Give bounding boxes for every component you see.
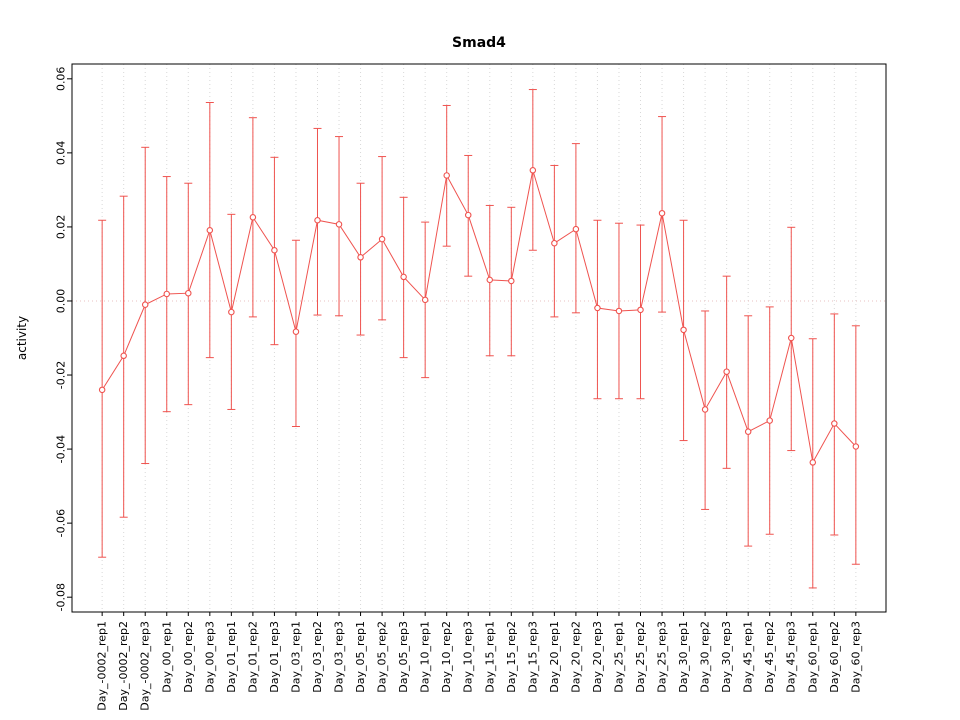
svg-text:Day_10_rep1: Day_10_rep1 xyxy=(419,621,432,693)
svg-text:Day_00_rep2: Day_00_rep2 xyxy=(182,621,195,693)
svg-text:Day_05_rep1: Day_05_rep1 xyxy=(354,621,367,693)
svg-text:Day_25_rep3: Day_25_rep3 xyxy=(656,621,669,693)
svg-text:Day_15_rep2: Day_15_rep2 xyxy=(505,621,518,693)
svg-text:Day_60_rep3: Day_60_rep3 xyxy=(849,621,862,693)
svg-text:Day_15_rep3: Day_15_rep3 xyxy=(526,621,539,693)
svg-text:Day_01_rep3: Day_01_rep3 xyxy=(268,621,281,693)
svg-text:Day_20_rep2: Day_20_rep2 xyxy=(569,621,582,693)
data-points xyxy=(98,167,860,466)
svg-text:Day_03_rep1: Day_03_rep1 xyxy=(289,621,302,693)
y-axis-label: activity xyxy=(15,316,29,360)
svg-text:Day_-0002_rep3: Day_-0002_rep3 xyxy=(139,621,152,711)
svg-text:-0.04: -0.04 xyxy=(55,435,68,463)
series-line xyxy=(101,170,857,464)
svg-text:-0.02: -0.02 xyxy=(55,361,68,389)
svg-text:Day_05_rep3: Day_05_rep3 xyxy=(397,621,410,693)
svg-text:Day_60_rep1: Day_60_rep1 xyxy=(806,621,819,693)
svg-text:0.06: 0.06 xyxy=(55,67,68,92)
gridlines xyxy=(101,64,857,612)
svg-text:Day_30_rep2: Day_30_rep2 xyxy=(699,621,712,693)
y-axis: -0.08 -0.06 -0.04 -0.02 0.00 0.02 0.04 0.06 xyxy=(55,67,72,611)
svg-text:Day_60_rep2: Day_60_rep2 xyxy=(828,621,841,693)
svg-text:0.00: 0.00 xyxy=(55,289,68,314)
svg-text:0.02: 0.02 xyxy=(55,215,68,240)
svg-text:Day_00_rep1: Day_00_rep1 xyxy=(160,621,173,693)
svg-text:Day_10_rep3: Day_10_rep3 xyxy=(462,621,475,693)
svg-text:Day_45_rep3: Day_45_rep3 xyxy=(785,621,798,693)
svg-text:Day_01_rep1: Day_01_rep1 xyxy=(225,621,238,693)
svg-text:0.04: 0.04 xyxy=(55,141,68,166)
svg-text:Day_25_rep1: Day_25_rep1 xyxy=(612,621,625,693)
svg-text:Day_30_rep3: Day_30_rep3 xyxy=(720,621,733,693)
svg-text:Day_-0002_rep2: Day_-0002_rep2 xyxy=(117,621,130,711)
svg-text:Day_25_rep2: Day_25_rep2 xyxy=(634,621,647,693)
svg-text:-0.08: -0.08 xyxy=(55,583,68,611)
svg-text:Day_45_rep2: Day_45_rep2 xyxy=(763,621,776,693)
svg-text:Day_03_rep2: Day_03_rep2 xyxy=(311,621,324,693)
svg-text:Day_15_rep1: Day_15_rep1 xyxy=(483,621,496,693)
svg-text:Day_-0002_rep1: Day_-0002_rep1 xyxy=(96,621,109,711)
svg-text:Day_03_rep3: Day_03_rep3 xyxy=(333,621,346,693)
svg-text:Day_05_rep2: Day_05_rep2 xyxy=(376,621,389,693)
svg-text:Day_20_rep1: Day_20_rep1 xyxy=(548,621,561,693)
svg-text:Day_30_rep1: Day_30_rep1 xyxy=(677,621,690,693)
svg-text:Day_00_rep3: Day_00_rep3 xyxy=(203,621,216,693)
error-bars xyxy=(98,89,860,589)
chart-title: Smad4 xyxy=(452,35,506,51)
svg-text:Day_01_rep2: Day_01_rep2 xyxy=(246,621,259,693)
svg-text:-0.06: -0.06 xyxy=(55,509,68,537)
svg-text:Day_20_rep3: Day_20_rep3 xyxy=(591,621,604,693)
plot-border xyxy=(71,63,887,613)
x-axis: Day_-0002_rep1 Day_-0002_rep2 Day_-0002_re… xyxy=(96,612,862,711)
svg-text:Day_45_rep1: Day_45_rep1 xyxy=(742,621,755,693)
svg-text:Day_10_rep2: Day_10_rep2 xyxy=(440,621,453,693)
